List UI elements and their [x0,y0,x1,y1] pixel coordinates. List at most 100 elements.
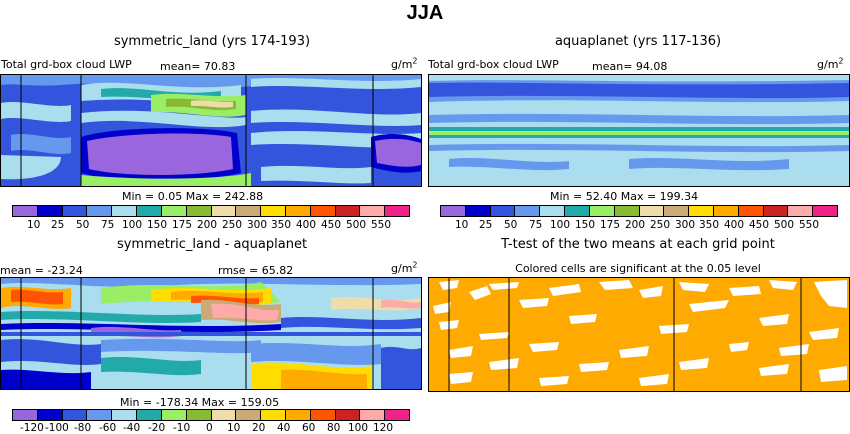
panel2-field-label: Total grd-box cloud LWP [428,58,559,71]
cbar-tick: 100 [348,422,369,434]
cbar-cell [614,206,640,216]
cbar-cell [664,206,690,216]
cbar-cell [738,206,764,216]
cbar-tick: 100 [550,219,571,231]
cbar-tick: 175 [600,219,621,231]
cbar-tick: 25 [51,219,65,231]
panel4-title: T-test of the two means at each grid poi… [501,237,775,252]
panel3-title: symmetric_land - aquaplanet [116,237,308,252]
cbar-tick: 60 [302,422,316,434]
cbar-tick: 450 [321,219,342,231]
cbar-cell [385,206,409,216]
cbar-cell [565,206,590,216]
cbar-tick: 350 [271,219,292,231]
figure-title: JJA [406,2,444,24]
panel1-title: symmetric_land (yrs 174-193) [113,34,311,49]
cbar-tick: 250 [222,219,243,231]
cbar-cell [137,206,162,216]
panel3-mean: mean = -23.24 [0,264,83,277]
cbar-cell [589,206,615,216]
cbar-tick: -10 [173,422,191,434]
cbar-tick: -120 [20,422,44,434]
cbar-cell [87,206,113,216]
cbar-cell [236,206,262,216]
panel4-subtitle: Colored cells are significant at the 0.0… [515,262,761,275]
cbar-tick: 50 [504,219,518,231]
panel1-unit: g/m2 [391,56,418,71]
panel1-field-label: Total grd-box cloud LWP [1,58,132,71]
cbar-tick: 10 [455,219,469,231]
cbar-tick: 150 [147,219,168,231]
cbar-cell [211,410,237,420]
cbar-cell [788,206,814,216]
cbar-cell [236,410,262,420]
cbar-tick: 500 [774,219,795,231]
cbar-tick: -20 [148,422,166,434]
cbar-cell [112,410,138,420]
cbar-tick: -40 [123,422,141,434]
cbar-cell [763,206,789,216]
cbar-cell [161,410,187,420]
cbar-cell [62,206,88,216]
cbar-cell [713,206,739,216]
cbar-tick: 50 [76,219,90,231]
cbar-cell [261,206,286,216]
cbar-cell [540,206,566,216]
panel4-map [428,277,850,392]
panel1-minmax: Min = 0.05 Max = 242.88 [122,190,264,203]
cbar-cell [37,206,63,216]
cbar-tick: 350 [699,219,720,231]
cbar-tick: 500 [346,219,367,231]
cbar-tick: 250 [650,219,671,231]
cbar-cell [310,410,336,420]
cbar-tick: 300 [675,219,696,231]
panel3-unit: g/m2 [391,260,418,275]
cbar-cell [186,410,212,420]
cbar-cell [161,206,187,216]
cbar-cell [813,206,837,216]
cbar-tick: 75 [529,219,543,231]
panel3-minmax: Min = -178.34 Max = 159.05 [120,396,280,409]
cbar-tick: 10 [227,422,241,434]
cbar-cell [13,206,38,216]
cbar-cell [360,206,386,216]
panel2-minmax: Min = 52.40 Max = 199.34 [550,190,699,203]
cbar-tick: 450 [749,219,770,231]
cbar-tick: 150 [575,219,596,231]
cbar-cell [385,410,409,420]
cbar-tick: 200 [625,219,646,231]
cbar-tick: 80 [327,422,341,434]
cbar-tick: 120 [373,422,394,434]
cbar-cell [37,410,63,420]
cbar-cell [515,206,541,216]
cbar-cell [112,206,138,216]
cbar-tick: 550 [371,219,392,231]
cbar-cell [285,410,311,420]
cbar-tick: 100 [122,219,143,231]
cbar-cell [310,206,336,216]
cbar-tick: 25 [479,219,493,231]
panel2-unit: g/m2 [817,56,844,71]
cbar-tick: 20 [252,422,266,434]
cbar-tick: -100 [45,422,69,434]
panel1-map [0,74,422,187]
panel1-colorbar [12,205,410,217]
cbar-tick: -80 [74,422,92,434]
cbar-tick: 175 [172,219,193,231]
cbar-cell [13,410,38,420]
cbar-cell [639,206,665,216]
cbar-cell [62,410,88,420]
panel3-rmse: rmse = 65.82 [218,264,294,277]
cbar-tick: 10 [27,219,41,231]
cbar-tick: 400 [724,219,745,231]
panel1-mean: mean= 70.83 [160,60,236,73]
panel3-map [0,277,422,390]
cbar-tick: 75 [101,219,115,231]
panel2-map [428,74,850,187]
cbar-tick: 0 [206,422,213,434]
cbar-tick: 40 [277,422,291,434]
cbar-cell [261,410,286,420]
cbar-tick: 400 [296,219,317,231]
cbar-tick: 300 [247,219,268,231]
cbar-cell [285,206,311,216]
